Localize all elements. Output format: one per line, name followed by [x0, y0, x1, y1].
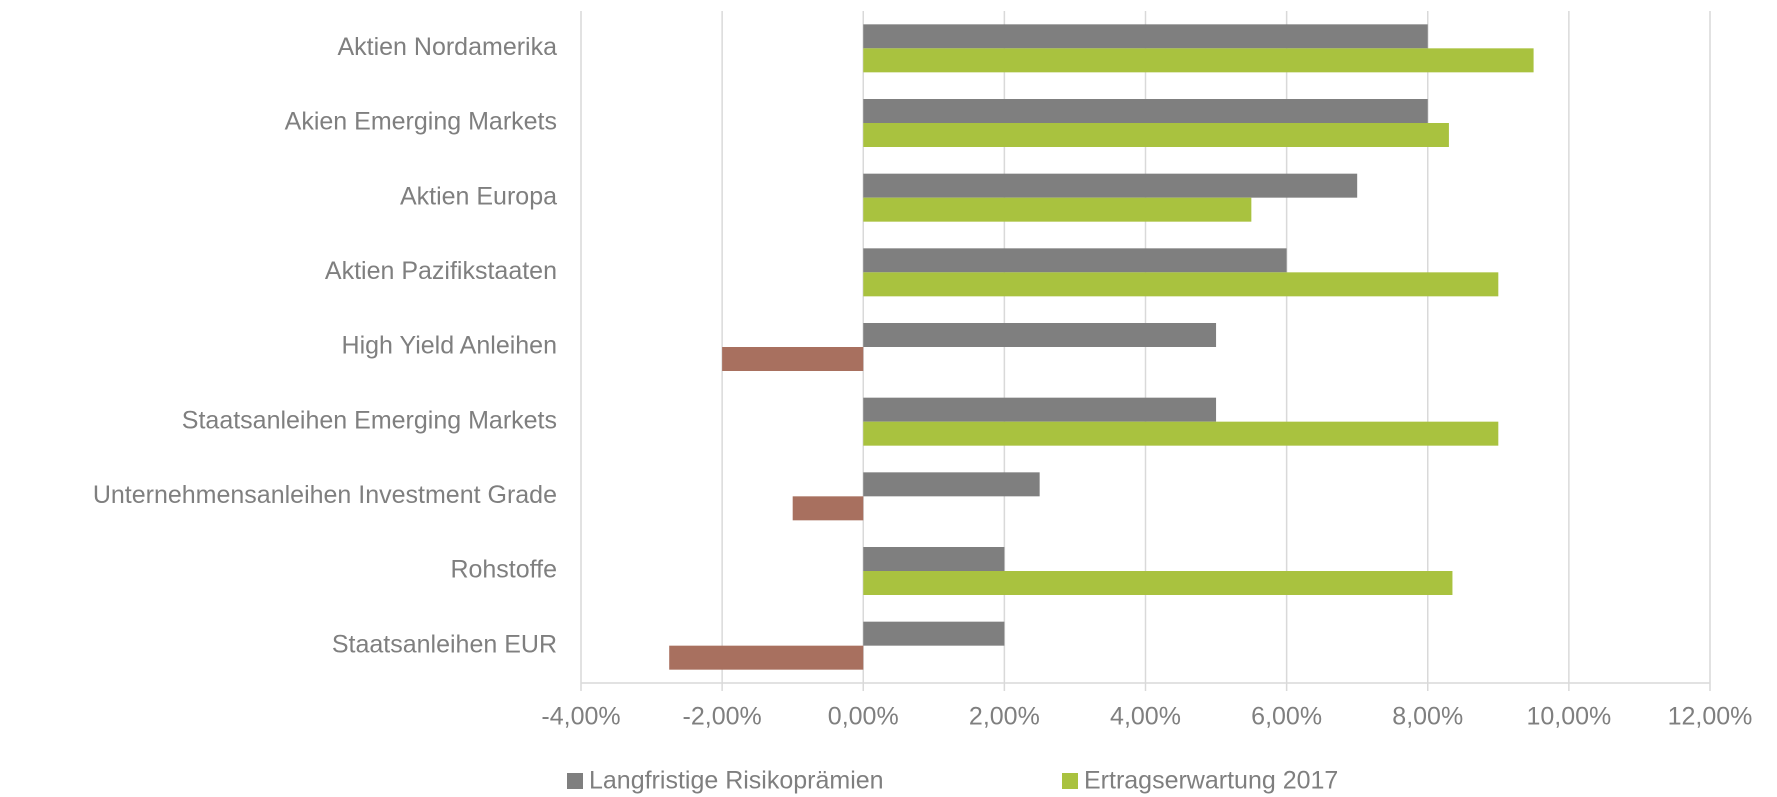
y-tick-label: Akien Emerging Markets [285, 108, 557, 136]
legend-swatch [567, 773, 583, 789]
x-tick-label: -2,00% [683, 703, 762, 731]
x-tick-label: 6,00% [1251, 703, 1322, 731]
bar [669, 645, 864, 670]
legend-label: Langfristige Risikoprämien [589, 767, 884, 795]
y-tick-label: Aktien Europa [400, 182, 557, 210]
bar [863, 397, 1217, 422]
x-tick-label: 4,00% [1110, 703, 1181, 731]
bar [863, 621, 1005, 646]
bar [863, 323, 1217, 347]
bar [863, 272, 1499, 297]
y-tick-label: Staatsanleihen Emerging Markets [182, 406, 557, 434]
bar [722, 347, 864, 371]
x-tick-label: -4,00% [541, 703, 620, 731]
bar [863, 571, 1453, 595]
x-tick-label: 12,00% [1668, 703, 1753, 731]
bar [863, 472, 1040, 497]
y-tick-label: Unternehmensanleihen Investment Grade [93, 481, 557, 509]
bar [863, 123, 1449, 147]
x-tick-label: 10,00% [1526, 703, 1611, 731]
x-tick-label: 2,00% [969, 703, 1040, 731]
bar [792, 496, 864, 521]
x-tick-label: 0,00% [828, 703, 899, 731]
x-tick-label: 8,00% [1392, 703, 1463, 731]
y-tick-label: Aktien Pazifikstaaten [325, 257, 557, 285]
bar [863, 48, 1534, 73]
bar [863, 197, 1252, 222]
y-tick-label: Aktien Nordamerika [337, 33, 557, 61]
legend-swatch [1062, 773, 1078, 789]
bar [863, 547, 1005, 571]
bar [863, 99, 1428, 123]
y-tick-label: High Yield Anleihen [342, 332, 557, 360]
bar [863, 421, 1499, 446]
y-tick-label: Rohstoffe [450, 556, 557, 584]
bar [863, 248, 1287, 273]
bar [863, 173, 1358, 198]
legend-label: Ertragserwartung 2017 [1084, 767, 1338, 795]
y-tick-label: Staatsanleihen EUR [332, 630, 557, 658]
bar [863, 24, 1428, 49]
